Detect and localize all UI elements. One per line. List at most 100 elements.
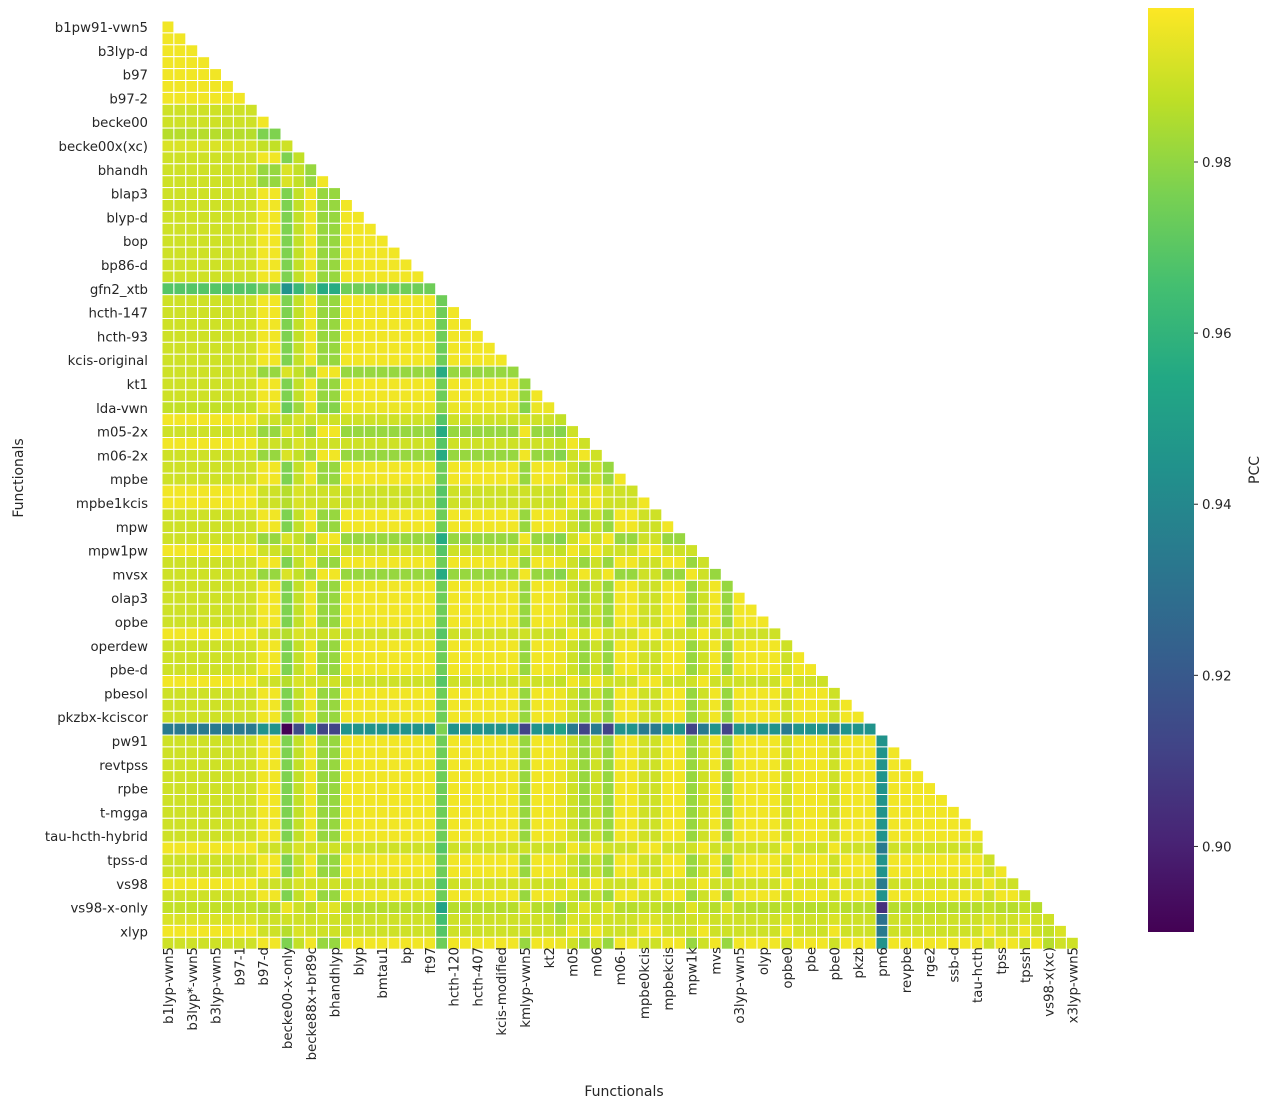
heatmap-cell: [482, 865, 496, 879]
heatmap-cell: [340, 377, 353, 391]
heatmap-cell: [209, 734, 223, 748]
heatmap-cell: [447, 484, 461, 498]
heatmap-cell: [363, 698, 377, 712]
heatmap-cell: [423, 734, 437, 748]
heatmap-cell: [613, 734, 627, 748]
heatmap-cell: [518, 627, 532, 641]
heatmap-cell: [827, 686, 841, 700]
heatmap-cell: [161, 484, 175, 498]
heatmap-cell: [173, 210, 187, 224]
heatmap-cell: [554, 710, 568, 724]
heatmap-cell: [839, 782, 853, 795]
y-tick-label: becke00x(xc): [59, 140, 148, 155]
heatmap-cell: [197, 508, 211, 522]
heatmap-cell: [232, 615, 246, 629]
heatmap-cell: [316, 389, 330, 403]
heatmap-cell: [256, 472, 270, 486]
heatmap-cell: [423, 508, 437, 522]
heatmap-cell: [340, 889, 353, 903]
heatmap-cell: [613, 710, 627, 724]
heatmap-cell: [506, 817, 520, 831]
y-tick-label: b97: [123, 69, 148, 84]
heatmap-cell: [256, 175, 270, 189]
heatmap-cell: [256, 496, 270, 510]
heatmap-cell: [447, 770, 461, 784]
heatmap-cell: [994, 901, 1008, 914]
heatmap-cell: [375, 722, 389, 736]
heatmap-cell: [244, 306, 258, 320]
heatmap-cell: [185, 401, 199, 415]
heatmap-cell: [209, 294, 223, 308]
heatmap-cell: [887, 913, 901, 926]
heatmap-cell: [887, 770, 901, 784]
heatmap-cell: [530, 794, 544, 807]
heatmap-cell: [328, 210, 342, 224]
heatmap-cell: [256, 222, 270, 236]
heatmap-cell: [232, 103, 246, 117]
heatmap-cell: [173, 829, 187, 843]
heatmap-cell: [887, 901, 901, 914]
heatmap-cell: [482, 532, 496, 546]
heatmap-cell: [625, 686, 639, 700]
heatmap-cell: [887, 877, 901, 891]
heatmap-cell: [328, 472, 342, 486]
heatmap-cell: [578, 913, 591, 926]
heatmap-cell: [935, 805, 948, 819]
heatmap-cell: [732, 639, 746, 653]
heatmap-cell: [827, 770, 841, 784]
heatmap-cell: [923, 817, 936, 831]
heatmap-cell: [304, 758, 318, 772]
heatmap-cell: [578, 877, 591, 891]
heatmap-cell: [209, 484, 223, 498]
heatmap-cell: [542, 698, 556, 712]
heatmap-cell: [351, 758, 365, 772]
heatmap-cell: [447, 627, 461, 641]
heatmap-cell: [316, 722, 330, 736]
heatmap-cell: [542, 460, 556, 474]
heatmap-cell: [185, 805, 199, 819]
heatmap-cell: [530, 472, 544, 486]
heatmap-cell: [494, 722, 508, 736]
heatmap-cell: [387, 651, 401, 665]
heatmap-cell: [637, 865, 651, 879]
heatmap-cell: [387, 794, 401, 807]
heatmap-cell: [292, 437, 306, 450]
heatmap-cell: [708, 675, 722, 688]
heatmap-cell: [411, 746, 425, 760]
heatmap-cell: [221, 710, 234, 724]
heatmap-cell: [459, 413, 472, 427]
heatmap-cell: [161, 901, 175, 914]
heatmap-cell: [340, 591, 353, 605]
heatmap-cell: [542, 472, 556, 486]
heatmap-cell: [542, 794, 556, 807]
heatmap-cell: [685, 877, 698, 891]
heatmap-cell: [447, 603, 461, 617]
x-tick-label: vs98-x(xc): [1043, 947, 1058, 1017]
heatmap-cell: [542, 448, 556, 462]
y-tick-label: xlyp: [120, 925, 148, 940]
heatmap-cell: [613, 520, 627, 534]
heatmap-cell: [363, 663, 377, 676]
heatmap-cell: [697, 794, 710, 807]
heatmap-cell: [209, 710, 223, 724]
heatmap-cell: [518, 865, 532, 879]
heatmap-cell: [304, 472, 318, 486]
heatmap-cell: [554, 782, 568, 795]
heatmap-cell: [399, 282, 413, 296]
heatmap-cell: [185, 56, 199, 70]
heatmap-cell: [423, 425, 437, 439]
heatmap-cell: [482, 746, 496, 760]
heatmap-cell: [328, 556, 342, 569]
heatmap-cell: [304, 508, 318, 522]
heatmap-cell: [411, 270, 425, 284]
heatmap-cell: [399, 389, 413, 403]
heatmap-cell: [280, 377, 294, 391]
heatmap-cell: [173, 841, 187, 855]
heatmap-cell: [708, 829, 722, 843]
heatmap-cell: [649, 722, 663, 736]
heatmap-cell: [173, 341, 187, 355]
heatmap-cell: [304, 746, 318, 760]
heatmap-cell: [268, 199, 282, 212]
heatmap-cell: [221, 484, 234, 498]
heatmap-cell: [280, 425, 294, 439]
